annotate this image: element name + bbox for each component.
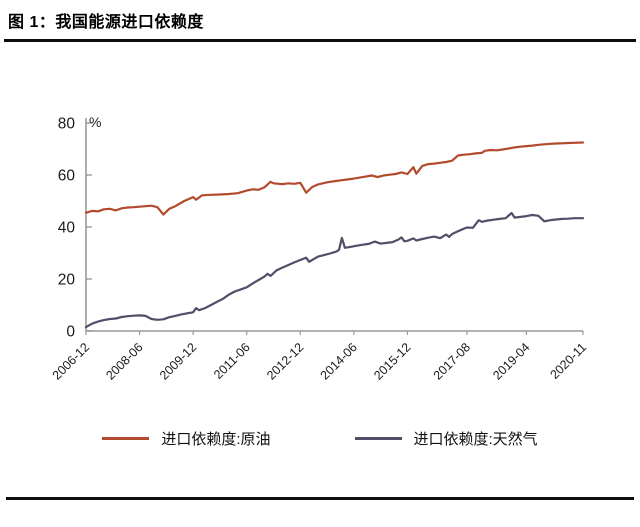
chart-area: 0 20 40 60 80% 2006-12 2008-06 2009-12 2011-06 20… <box>0 60 640 405</box>
chart-legend: 进口依赖度:原油 进口依赖度:天然气 <box>0 428 640 449</box>
crude-oil-series-line <box>84 141 585 216</box>
footer-divider <box>6 497 634 500</box>
figure-title: 图 1：我国能源进口依赖度 <box>8 14 204 31</box>
x-tick-label: 2014-06 <box>318 340 360 382</box>
y-axis-unit-label: % <box>89 114 101 130</box>
x-tick-label: 2008-06 <box>103 340 145 382</box>
y-tick-label: 0 <box>66 324 75 341</box>
natural-gas-line-swatch <box>354 437 402 440</box>
y-tick-label: 60 <box>58 168 76 185</box>
x-tick-label: 2009-12 <box>157 340 199 382</box>
x-tick-label: 2019-04 <box>490 340 532 382</box>
x-tick-label: 2012-12 <box>264 340 306 382</box>
line-chart: 0 20 40 60 80 % 2006-12 2008-06 2009-12 2011-06 20… <box>50 114 589 383</box>
legend-item-crude-oil: 进口依赖度:原油 <box>102 428 271 449</box>
crude-oil-line-swatch <box>102 437 150 440</box>
y-tick-label: 40 <box>58 220 76 237</box>
x-tick-label: 2006-12 <box>50 340 92 382</box>
x-tick-label: 2015-12 <box>371 340 413 382</box>
axis-lines <box>85 118 583 332</box>
x-tick-label: 2011-06 <box>211 340 253 382</box>
y-tick-label: 20 <box>58 272 76 289</box>
x-tick-label: 2020-11 <box>547 340 589 382</box>
legend-label-natural-gas: 进口依赖度:天然气 <box>413 431 538 448</box>
title-divider <box>4 39 636 42</box>
y-tick-label: 80 <box>58 116 76 133</box>
natural-gas-series-line <box>84 211 585 329</box>
x-tick-label: 2017-08 <box>431 340 473 382</box>
legend-item-natural-gas: 进口依赖度:天然气 <box>354 428 538 449</box>
legend-label-crude-oil: 进口依赖度:原油 <box>161 431 271 448</box>
